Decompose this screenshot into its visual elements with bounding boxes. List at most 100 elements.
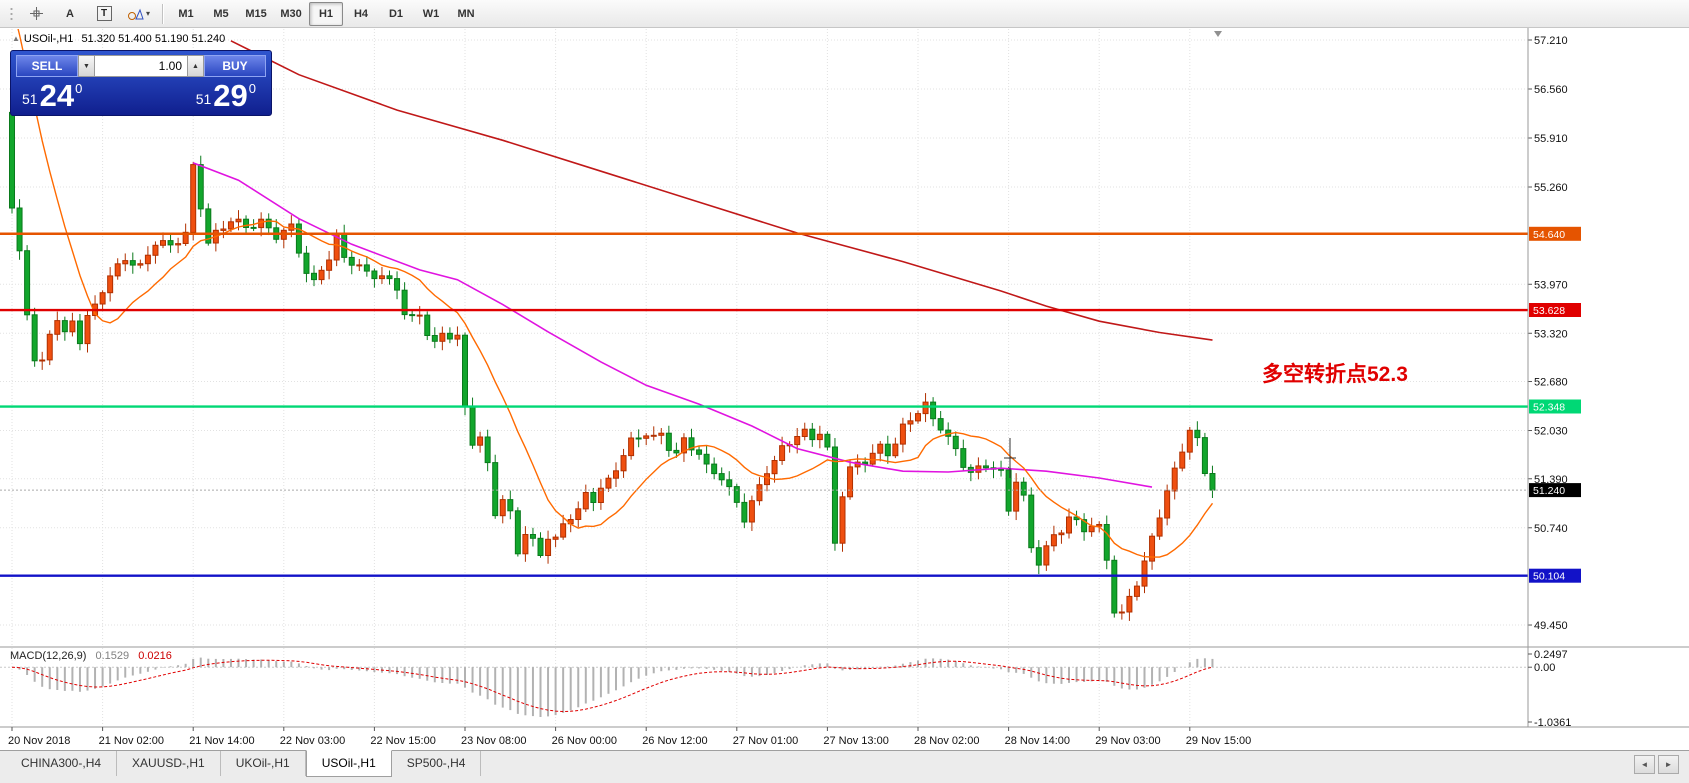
buy-price[interactable]: 51 29 0: [196, 80, 256, 111]
tab-china300h4[interactable]: CHINA300-,H4: [6, 751, 118, 776]
sell-price-big: 24: [39, 78, 75, 113]
chart-annotation: 多空转折点52.3: [1262, 363, 1408, 386]
sell-button[interactable]: SELL: [16, 55, 78, 77]
time-axis-label: 27 Nov 13:00: [823, 735, 888, 747]
time-axis-label: 21 Nov 02:00: [99, 735, 164, 747]
time-axis-label: 22 Nov 15:00: [370, 735, 435, 747]
time-axis-label: 27 Nov 01:00: [733, 735, 798, 747]
symbol-name: USOil-,H1: [23, 33, 74, 45]
price-tag: 54.640: [1529, 226, 1581, 241]
macd-name: MACD(12,26,9): [10, 650, 87, 662]
buy-price-pip: 0: [248, 81, 256, 96]
symbol-status-line: ▲ USOil-,H1 51.320 51.400 51.190 51.240: [12, 33, 225, 45]
price-axis-label: 51.390: [1534, 474, 1568, 486]
volume-input[interactable]: [95, 55, 187, 77]
buy-price-big: 29: [213, 78, 248, 113]
sell-price-pip: 0: [75, 81, 83, 96]
price-axis-label: 56.560: [1534, 84, 1568, 96]
tabs-scroll-left-button[interactable]: ◄: [1634, 755, 1655, 774]
toolbar-separator: [162, 3, 164, 24]
price-axis: 57.210 56.560 55.910 55.260 53.970 53.320 52.6…: [1528, 35, 1568, 632]
sell-price[interactable]: 51 24 0: [22, 80, 82, 111]
price-axis-label: 55.910: [1534, 133, 1568, 145]
time-axis-label: 29 Nov 03:00: [1095, 735, 1160, 747]
crosshair-tool-button[interactable]: [19, 2, 53, 26]
tab-scroll-buttons: ◄ ►: [1634, 751, 1689, 774]
crosshair-icon: [29, 7, 43, 20]
price-tag-label: 52.348: [1533, 402, 1565, 414]
timeframe-button-m5[interactable]: M5: [213, 7, 229, 20]
label-tool-button[interactable]: T: [87, 2, 121, 26]
price-axis-label: 49.450: [1534, 620, 1568, 632]
price-axis-label: 53.320: [1534, 328, 1568, 340]
sell-price-whole: 51: [22, 91, 38, 107]
timeframe-button-m15[interactable]: M15: [245, 7, 267, 20]
candlestick-series: [9, 110, 1216, 621]
macd-indicator-label: MACD(12,26,9) 0.1529 0.0216: [10, 650, 172, 662]
toolbar-grip[interactable]: [9, 4, 14, 23]
price-tag-label: 51.240: [1533, 485, 1565, 497]
shapes-tool-button[interactable]: ▾: [121, 2, 156, 26]
top-toolbar: A T ▾ M1 M5 M15 M30 H1 H4 D1 W1 MN: [0, 0, 1689, 28]
macd-histogram: [0, 657, 1528, 717]
chart-tabs: CHINA300-,H4 XAUUSD-,H1 UKOil-,H1 USOil-,H1…: [6, 750, 482, 777]
shapes-icon: [128, 8, 144, 20]
price-tags: 54.640 53.628 52.348 50.104 51.240: [1529, 226, 1581, 583]
price-tag: 52.348: [1529, 399, 1581, 414]
price-tag: 53.628: [1529, 303, 1581, 317]
volume-spin-up-button[interactable]: ▲: [187, 55, 204, 77]
tab-ukoilh1[interactable]: UKOil-,H1: [221, 751, 306, 776]
price-axis-label: 50.740: [1534, 523, 1568, 535]
timeframe-button-mn[interactable]: MN: [457, 7, 475, 20]
ohlc-values: 51.320 51.400 51.190 51.240: [81, 33, 226, 45]
text-tool-button[interactable]: A: [66, 7, 74, 20]
timeframe-button-m1[interactable]: M1: [178, 7, 194, 20]
price-tag: 50.104: [1529, 568, 1581, 583]
tab-usoilh1[interactable]: USOil-,H1: [305, 750, 392, 777]
crosshair-mark: [1004, 438, 1016, 478]
price-tag: 51.240: [1529, 483, 1581, 498]
label-tool-icon: T: [96, 6, 112, 21]
collapse-panel-icon[interactable]: ▲: [12, 34, 20, 43]
chart-tab-bar: CHINA300-,H4 XAUUSD-,H1 UKOil-,H1 USOil-,H1…: [0, 750, 1689, 783]
tab-xauusdh1[interactable]: XAUUSD-,H1: [117, 751, 221, 776]
macd-axis-label: -1.0361: [1534, 717, 1571, 729]
price-axis-label: 52.030: [1534, 426, 1568, 438]
volume-spin-down-button[interactable]: ▼: [78, 55, 95, 77]
tabs-scroll-right-button[interactable]: ►: [1658, 755, 1679, 774]
price-tag-label: 54.640: [1533, 229, 1565, 241]
timeframe-button-h1[interactable]: H1: [309, 1, 344, 26]
dropdown-arrow-icon: ▾: [146, 9, 151, 18]
buy-price-whole: 51: [195, 91, 212, 107]
price-axis-label: 52.680: [1534, 377, 1568, 389]
macd-axis-label: 0.00: [1534, 662, 1555, 674]
buy-button[interactable]: BUY: [204, 55, 266, 77]
time-axis-label: 26 Nov 00:00: [552, 735, 617, 747]
tab-sp500h4[interactable]: SP500-,H4: [392, 751, 482, 776]
time-axis-label: 29 Nov 15:00: [1186, 735, 1251, 747]
price-tag-label: 50.104: [1533, 571, 1565, 583]
price-axis-label: 57.210: [1534, 35, 1568, 47]
time-axis-label: 23 Nov 08:00: [461, 735, 526, 747]
time-axis-label: 21 Nov 14:00: [189, 735, 254, 747]
timeframe-button-w1[interactable]: W1: [422, 7, 440, 20]
price-tag-label: 53.628: [1533, 305, 1565, 317]
grid-lines: [0, 29, 1528, 726]
time-axis-label: 22 Nov 03:00: [280, 735, 345, 747]
chart-shift-marker[interactable]: [1214, 31, 1222, 37]
macd-axis-label: 0.2497: [1534, 649, 1568, 661]
macd-signal-value: 0.0216: [138, 650, 172, 662]
timeframe-group: M1 M5 M15 M30 H1 H4 D1 W1 MN: [169, 1, 483, 26]
timeframe-button-d1[interactable]: D1: [388, 7, 404, 20]
timeframe-button-m30[interactable]: M30: [280, 7, 302, 20]
price-axis-label: 55.260: [1534, 182, 1568, 194]
one-click-trade-panel: SELL ▼ ▲ BUY 51 24 0 51 29 0: [10, 50, 272, 116]
macd-main-value: 0.1529: [95, 650, 130, 662]
timeframe-button-h4[interactable]: H4: [353, 7, 369, 20]
time-axis: 20 Nov 2018 21 Nov 02:00 21 Nov 14:00 22 No…: [8, 727, 1251, 747]
price-axis-label: 53.970: [1534, 279, 1568, 291]
time-axis-label: 28 Nov 02:00: [914, 735, 979, 747]
time-axis-label: 28 Nov 14:00: [1005, 735, 1070, 747]
